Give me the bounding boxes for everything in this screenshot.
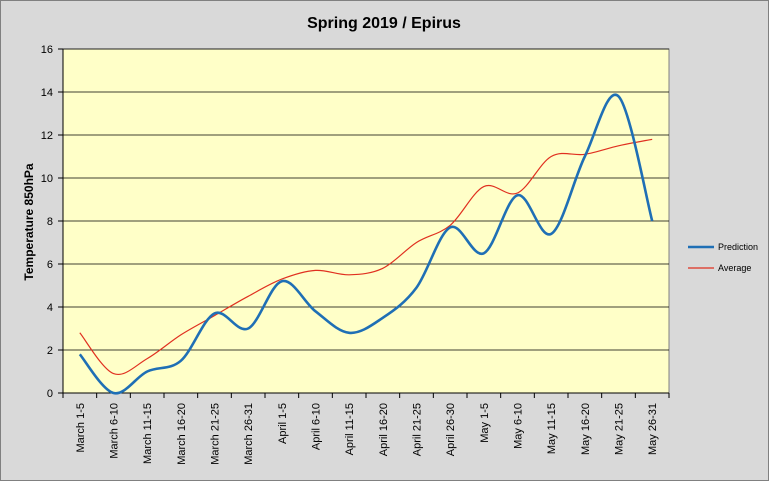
x-tick-label: May 21-25: [614, 403, 626, 455]
y-axis-label: Temperature 850hPa: [22, 163, 36, 280]
x-tick-label: March 26-31: [243, 403, 255, 465]
y-tick-label: 0: [47, 388, 53, 400]
x-tick-label: April 1-5: [277, 403, 289, 444]
y-tick-label: 6: [47, 259, 53, 271]
y-tick-label: 14: [41, 87, 53, 99]
x-tick-label: April 11-15: [344, 403, 356, 455]
x-tick-label: May 11-15: [546, 403, 558, 454]
chart-title: Spring 2019 / Epirus: [307, 15, 461, 32]
x-tick-label: April 26-30: [445, 403, 457, 456]
y-tick-label: 2: [47, 345, 53, 357]
x-tick-label: April 6-10: [311, 403, 323, 450]
x-tick-label: March 6-10: [109, 403, 121, 459]
legend: Prediction Average: [688, 242, 758, 273]
series-line-prediction: [78, 93, 654, 395]
y-tick-label: 16: [41, 44, 53, 56]
x-tick-label: March 1-5: [75, 403, 87, 453]
x-tick-label: May 1-5: [479, 403, 491, 443]
series-line-average: [79, 138, 653, 376]
x-tick-label: May 16-20: [580, 403, 592, 455]
x-tick-label: April 21-25: [412, 403, 424, 456]
x-tick-label: March 21-25: [210, 403, 222, 465]
x-tick-label: March 11-15: [142, 403, 154, 464]
y-tick-label: 10: [41, 173, 53, 185]
x-tick-label: April 16-20: [378, 403, 390, 456]
y-tick-label: 4: [47, 302, 53, 314]
y-tick-label: 12: [41, 130, 53, 142]
x-tick-label: May 26-31: [647, 403, 659, 455]
y-tick-label: 8: [47, 216, 53, 228]
legend-label: Prediction: [718, 242, 758, 252]
x-tick-label: March 16-20: [176, 403, 188, 465]
legend-label: Average: [718, 263, 751, 273]
x-tick-label: May 6-10: [513, 403, 525, 449]
